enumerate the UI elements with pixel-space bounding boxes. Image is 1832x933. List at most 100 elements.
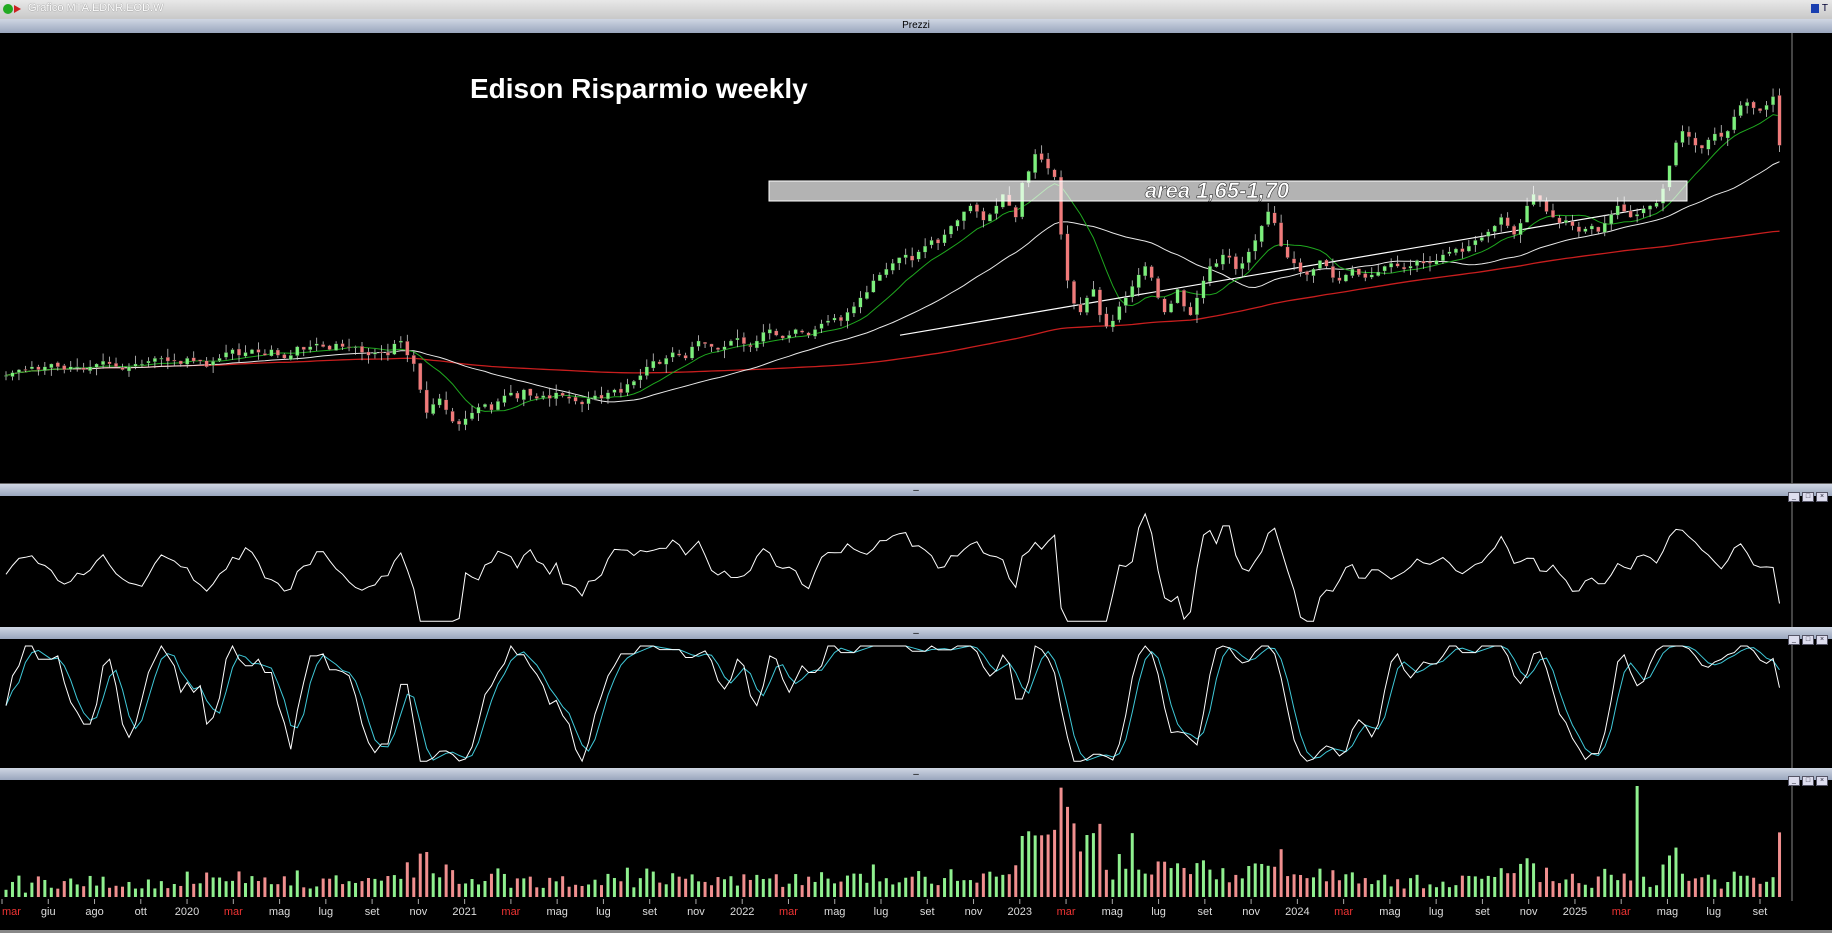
candle-body [586, 398, 591, 405]
minimize-icon[interactable]: _ [1788, 492, 1800, 502]
candle-body [495, 401, 500, 411]
time-tick-label: 2020 [175, 906, 199, 918]
candle-body [1104, 313, 1109, 327]
volume-bar [826, 878, 830, 897]
volume-bar [146, 879, 150, 897]
candle-body [1195, 297, 1199, 315]
volume-bar [1745, 875, 1749, 897]
volume-bar [49, 887, 53, 897]
candle-body [1052, 169, 1057, 178]
candle-body [424, 389, 429, 414]
candle-body [1311, 268, 1316, 276]
time-tick-label: set [642, 906, 657, 918]
volume-bar [1311, 877, 1315, 897]
candle-body [42, 366, 47, 371]
minimize-icon[interactable]: _ [1788, 635, 1800, 645]
volume-bar [1577, 883, 1581, 897]
volume-bar [710, 885, 714, 897]
time-tick-label: ago [85, 906, 103, 918]
candle-body [94, 363, 99, 368]
window-controls[interactable]: T [1810, 3, 1828, 14]
volume-bar [1752, 877, 1756, 897]
candle-body [806, 332, 811, 336]
volume-bar [554, 881, 558, 897]
candle-body [1674, 142, 1678, 166]
price-panel[interactable] [4, 88, 1782, 431]
volume-bar [1189, 874, 1193, 897]
volume-bar [231, 880, 235, 897]
candle-body [250, 349, 254, 354]
volume-bar [269, 884, 273, 897]
candle-body [224, 352, 229, 358]
candle-body [800, 330, 805, 333]
maximize-icon[interactable]: □ [1802, 635, 1814, 645]
candle-body [457, 420, 462, 425]
candle-body [62, 365, 67, 370]
close-icon[interactable]: × [1816, 635, 1828, 645]
window-titlebar: Grafico MTA.EDNR.EOD.W T [0, 0, 1832, 20]
stochastic-window-buttons[interactable]: _ □ × [1786, 628, 1828, 646]
candle-body [1182, 290, 1186, 307]
stochastic-panel[interactable] [5, 644, 1780, 763]
volume-panel-header: – _ □ × [0, 768, 1832, 786]
candle-body [1693, 137, 1698, 146]
candle-body [1110, 320, 1115, 328]
time-tick-label: mag [1379, 906, 1400, 918]
maximize-icon[interactable]: □ [1802, 776, 1814, 786]
candle-body [1156, 278, 1161, 298]
candle-body [1654, 202, 1659, 207]
candle-body [1699, 144, 1704, 149]
volume-bar [871, 864, 875, 897]
oscillator-handle[interactable]: – [913, 485, 919, 496]
candle-body [1059, 176, 1064, 235]
play-icon[interactable] [14, 5, 21, 13]
candle-body [780, 335, 785, 339]
volume-bar [1370, 884, 1374, 897]
volume-bar [671, 873, 675, 897]
candle-body [903, 254, 908, 258]
candle-body [1712, 133, 1717, 141]
volume-bar [502, 873, 506, 897]
candle-body [864, 291, 869, 299]
volume-bar [451, 870, 455, 897]
oscillator-panel[interactable] [5, 512, 1780, 622]
volume-window-buttons[interactable]: _ □ × [1786, 769, 1828, 787]
minimize-icon[interactable]: _ [1788, 776, 1800, 786]
restore-icon[interactable] [1810, 3, 1819, 13]
volume-bar [1091, 833, 1095, 897]
candle-body [923, 245, 928, 253]
volume-bar [897, 882, 901, 897]
close-icon[interactable]: × [1816, 492, 1828, 502]
volume-bar [1480, 878, 1484, 897]
volume-bar [664, 884, 668, 897]
volume-bar [1609, 874, 1613, 897]
stochastic-handle[interactable]: – [913, 628, 919, 639]
maximize-icon[interactable]: □ [1802, 492, 1814, 502]
candle-body [1214, 263, 1219, 268]
volume-bar [1104, 869, 1108, 897]
candle-body [139, 363, 144, 366]
candle-body [1013, 207, 1018, 218]
volume-bar [483, 880, 487, 897]
volume-panel[interactable] [4, 785, 1782, 897]
volume-bar [1182, 867, 1186, 897]
close-icon[interactable]: × [1816, 776, 1828, 786]
candle-body [411, 355, 416, 365]
volume-bar [567, 886, 571, 897]
resistance-area-box[interactable]: area 1,65-1,70 [768, 178, 1688, 203]
candle-body [10, 372, 15, 377]
candle-body [243, 352, 248, 357]
volume-bar [1402, 888, 1406, 897]
volume-bar [295, 870, 299, 897]
volume-handle[interactable]: – [913, 769, 919, 780]
volume-bar [1163, 861, 1167, 897]
oscillator-window-buttons[interactable]: _ □ × [1786, 485, 1828, 503]
volume-bar [1532, 863, 1536, 897]
volume-bar [1001, 874, 1005, 897]
candle-body [735, 337, 740, 341]
candle-body [1298, 262, 1303, 273]
candle-body [308, 346, 313, 350]
candle-body [437, 398, 442, 406]
volume-bar [722, 879, 726, 897]
volume-bar [748, 879, 752, 897]
